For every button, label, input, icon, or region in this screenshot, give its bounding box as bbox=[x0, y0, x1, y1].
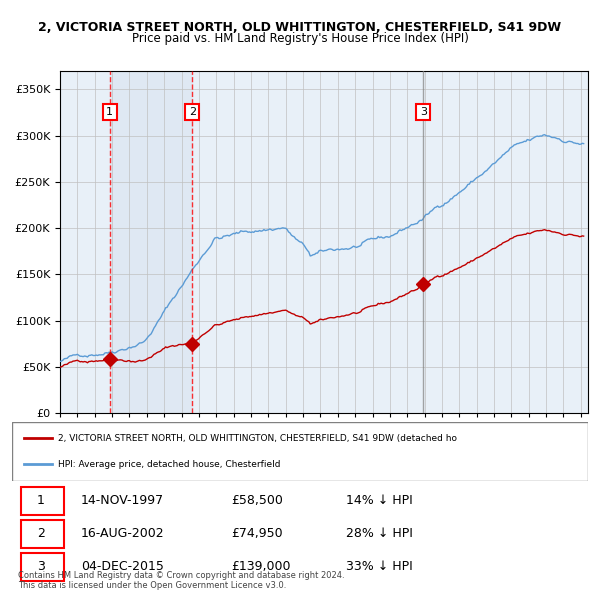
Text: 3: 3 bbox=[420, 107, 427, 117]
Text: £58,500: £58,500 bbox=[231, 494, 283, 507]
Text: 28% ↓ HPI: 28% ↓ HPI bbox=[346, 527, 413, 540]
Text: 2: 2 bbox=[37, 527, 45, 540]
Text: 2, VICTORIA STREET NORTH, OLD WHITTINGTON, CHESTERFIELD, S41 9DW (detached ho: 2, VICTORIA STREET NORTH, OLD WHITTINGTO… bbox=[58, 434, 457, 443]
Text: 2: 2 bbox=[189, 107, 196, 117]
Text: 1: 1 bbox=[37, 494, 45, 507]
Text: HPI: Average price, detached house, Chesterfield: HPI: Average price, detached house, Ches… bbox=[58, 460, 281, 469]
Text: 2, VICTORIA STREET NORTH, OLD WHITTINGTON, CHESTERFIELD, S41 9DW: 2, VICTORIA STREET NORTH, OLD WHITTINGTO… bbox=[38, 21, 562, 34]
Text: 14% ↓ HPI: 14% ↓ HPI bbox=[346, 494, 413, 507]
Text: 04-DEC-2015: 04-DEC-2015 bbox=[81, 560, 164, 573]
Bar bbox=[110, 71, 193, 413]
FancyBboxPatch shape bbox=[12, 422, 588, 481]
Text: £139,000: £139,000 bbox=[231, 560, 290, 573]
Text: 16-AUG-2002: 16-AUG-2002 bbox=[81, 527, 165, 540]
Text: 1: 1 bbox=[106, 107, 113, 117]
Text: 3: 3 bbox=[37, 560, 45, 573]
Text: Contains HM Land Registry data © Crown copyright and database right 2024.
This d: Contains HM Land Registry data © Crown c… bbox=[18, 571, 344, 590]
Text: £74,950: £74,950 bbox=[231, 527, 283, 540]
FancyBboxPatch shape bbox=[20, 520, 64, 548]
FancyBboxPatch shape bbox=[20, 553, 64, 581]
FancyBboxPatch shape bbox=[20, 487, 64, 515]
Text: 33% ↓ HPI: 33% ↓ HPI bbox=[346, 560, 413, 573]
Text: 14-NOV-1997: 14-NOV-1997 bbox=[81, 494, 164, 507]
Text: Price paid vs. HM Land Registry's House Price Index (HPI): Price paid vs. HM Land Registry's House … bbox=[131, 32, 469, 45]
